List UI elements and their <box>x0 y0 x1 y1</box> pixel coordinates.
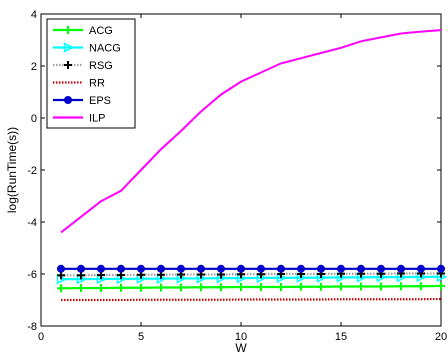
data-point-eps <box>377 264 385 273</box>
data-point-eps <box>157 264 165 273</box>
y-tick-label: -4 <box>27 217 37 229</box>
data-point-eps <box>297 264 305 273</box>
data-point-eps <box>77 264 85 273</box>
legend-label: ACG <box>89 25 113 37</box>
y-tick-label: 4 <box>31 9 37 21</box>
y-tick-label: 2 <box>31 61 37 73</box>
legend-item-ilp: ILP <box>53 113 106 125</box>
data-point-eps <box>437 264 445 273</box>
data-point-eps <box>217 264 225 273</box>
series-layer <box>56 29 448 302</box>
legend-label: NACG <box>89 43 121 55</box>
series-rr <box>61 297 442 302</box>
data-point-eps <box>257 264 265 273</box>
data-point-eps <box>57 264 65 273</box>
data-point-eps <box>397 264 405 273</box>
x-tick-label: 0 <box>38 331 44 343</box>
legend-label: ILP <box>89 113 106 125</box>
legend-label: EPS <box>89 95 111 107</box>
data-point-eps <box>197 264 205 273</box>
data-point-eps <box>337 264 345 273</box>
data-point-eps <box>137 264 145 273</box>
series-ilp <box>60 29 442 234</box>
x-tick-label: 15 <box>335 331 347 343</box>
x-tick-label: 5 <box>138 331 144 343</box>
x-tick-label: 20 <box>435 331 447 343</box>
data-point-eps <box>117 264 125 273</box>
data-point-eps <box>357 264 365 273</box>
data-point-eps <box>417 264 425 273</box>
series-eps <box>57 264 445 273</box>
data-point-eps <box>177 264 185 273</box>
series-line-ilp <box>60 29 442 234</box>
plot-area: 0 5 10 15 20 -8 -6 -4 -2 0 2 4 <box>27 9 448 343</box>
legend-label: RSG <box>89 60 113 72</box>
y-tick-label: 0 <box>31 113 37 125</box>
y-tick-label: -2 <box>27 165 37 177</box>
series-acg <box>57 281 445 293</box>
series-line-rr <box>61 297 442 302</box>
data-point-eps <box>277 264 285 273</box>
legend-box <box>46 18 136 129</box>
legend-marker <box>63 42 75 53</box>
x-axis: 0 5 10 15 20 <box>38 14 447 343</box>
y-tick-label: -6 <box>27 269 37 281</box>
y-axis: -8 -6 -4 -2 0 2 4 <box>27 9 441 333</box>
legend-label: RR <box>89 78 105 90</box>
legend: ACG NACG RSG RR EPS ILP <box>46 18 136 129</box>
x-tick-label: 10 <box>235 331 247 343</box>
legend-marker <box>64 96 72 104</box>
data-point-eps <box>97 264 105 273</box>
legend-item-rsg: RSG <box>53 60 113 72</box>
legend-item-eps: EPS <box>53 95 111 107</box>
data-point-eps <box>317 264 325 273</box>
legend-item-rr: RR <box>53 78 105 90</box>
data-point-eps <box>237 264 245 273</box>
y-axis-label: log(RunTime(s)) <box>5 127 19 213</box>
legend-item-nacg: NACG <box>53 42 121 55</box>
legend-item-acg: ACG <box>53 25 113 37</box>
x-axis-label: W <box>235 341 247 355</box>
y-tick-label: -8 <box>27 321 37 333</box>
